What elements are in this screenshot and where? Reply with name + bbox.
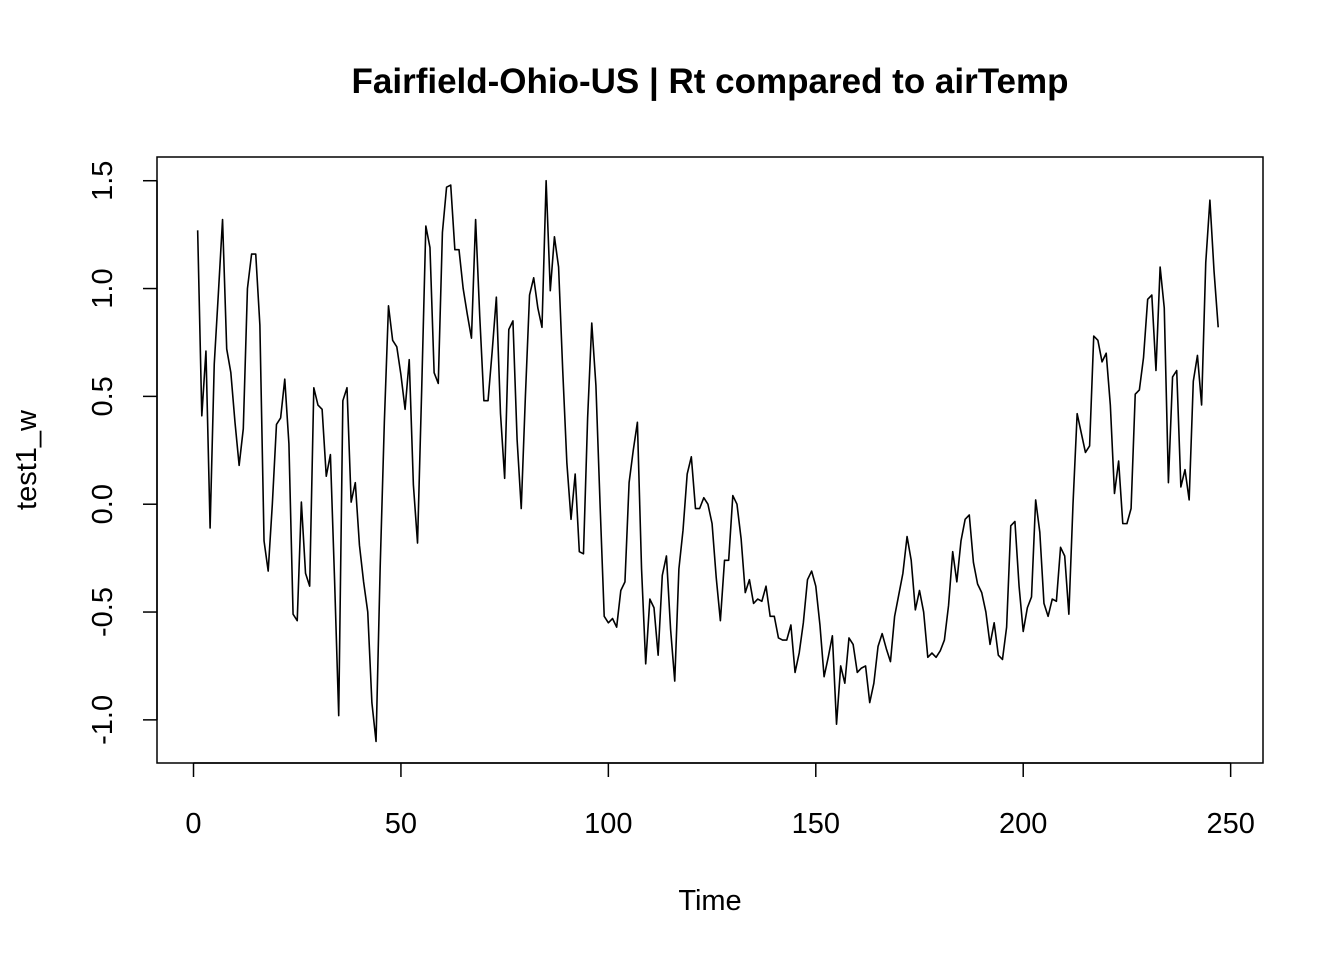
chart-title: Fairfield-Ohio-US | Rt compared to airTe… (352, 62, 1069, 101)
x-tick-label: 150 (792, 808, 840, 840)
y-tick-label: -1.0 (87, 695, 119, 745)
x-tick-label: 50 (385, 808, 417, 840)
y-axis: -1.0 -0.5 0.0 0.5 1.0 1.5 (87, 161, 158, 745)
plot-frame (156, 156, 1264, 764)
x-axis-label: Time (678, 885, 741, 917)
x-axis: 0 50 100 150 200 250 (185, 762, 1255, 840)
y-tick-label: 1.5 (87, 161, 119, 201)
x-tick-label: 200 (999, 808, 1047, 840)
y-tick-label: 0.0 (87, 484, 119, 524)
series-line (196, 179, 1219, 743)
y-tick-label: 1.0 (87, 268, 119, 308)
x-tick-label: 0 (185, 808, 201, 840)
x-tick-label: 250 (1206, 808, 1254, 840)
y-tick-label: 0.5 (87, 376, 119, 416)
y-axis-label: test1_w (11, 409, 43, 510)
y-tick-label: -0.5 (87, 587, 119, 637)
x-tick-label: 100 (584, 808, 632, 840)
